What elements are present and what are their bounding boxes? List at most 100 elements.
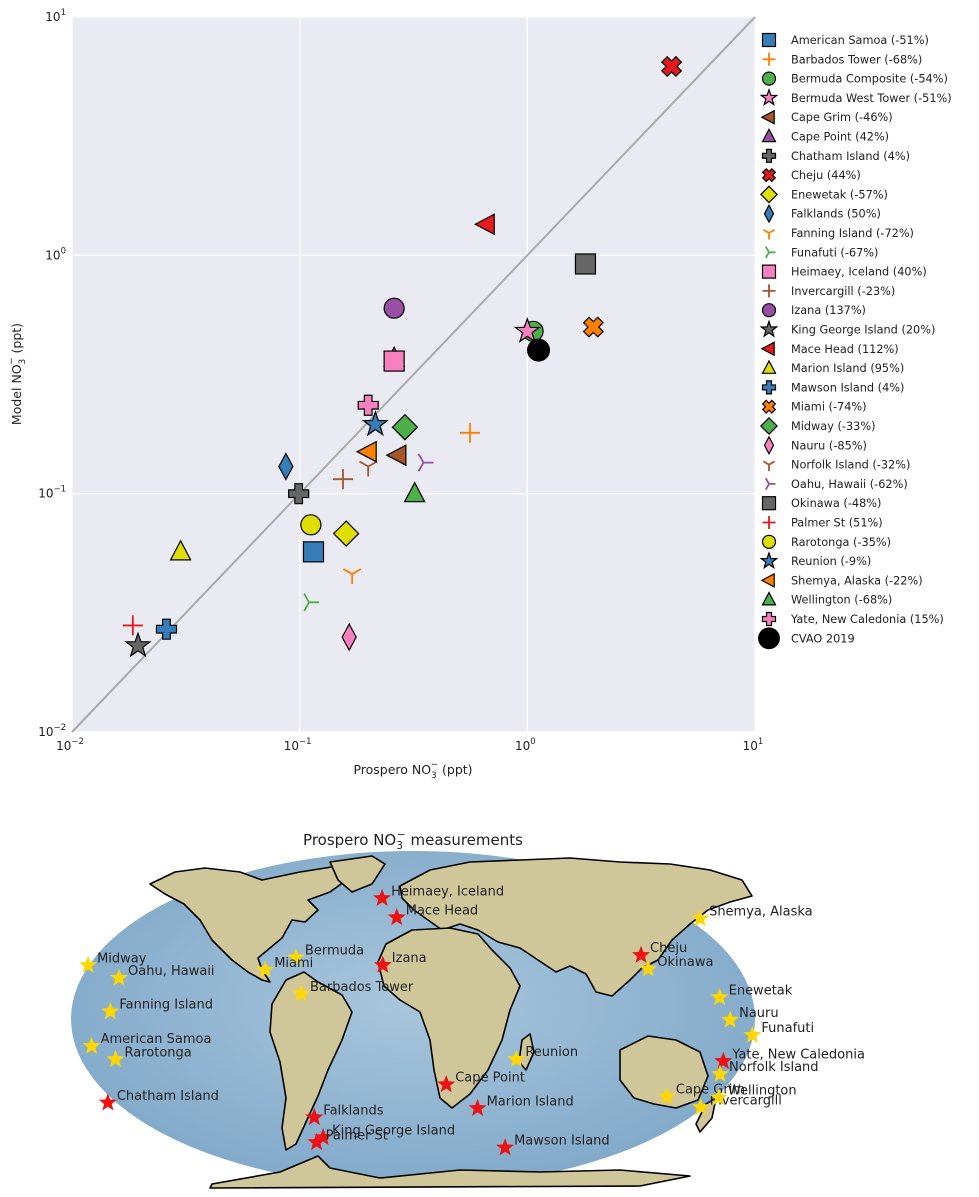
legend-label: Bermuda West Tower (-51%) <box>791 92 952 105</box>
site-label-miami: Miami <box>274 956 313 971</box>
point-falklands-50 <box>278 452 294 481</box>
legend-label: Marion Island (95%) <box>791 362 904 375</box>
legend-marker-yate-new-caledonia-15 <box>761 611 777 627</box>
legend-marker-cape-grim-46 <box>760 109 775 125</box>
site-marker-funafuti <box>743 1025 762 1043</box>
site-marker-cheju <box>632 945 651 963</box>
site-label-nauru: Nauru <box>739 1006 779 1021</box>
legend-marker-palmer-st-51 <box>762 516 776 529</box>
site-marker-wellington <box>709 1088 728 1106</box>
point-cvao-2019 <box>527 338 551 362</box>
x-tick-label: 101 <box>743 737 764 753</box>
legend-marker-mawson-island-4 <box>761 380 777 395</box>
site-marker-heimaey-iceland <box>373 888 392 906</box>
map-title: Prospero NO3− measurements <box>303 829 523 852</box>
site-label-king-george-island: King George Island <box>332 1123 455 1138</box>
legend-marker-miami-74 <box>761 399 777 414</box>
point-midway-33 <box>391 413 419 441</box>
point-chatham-island-4 <box>288 483 310 505</box>
africa-shape <box>377 927 521 1109</box>
site-marker-nauru <box>721 1010 740 1028</box>
site-marker-mawson-island <box>496 1138 515 1156</box>
legend-marker-american-samoa-51 <box>761 32 777 48</box>
legend-marker-enewetak-57 <box>760 185 778 204</box>
point-rarotonga-35 <box>300 514 322 536</box>
site-label-fanning-island: Fanning Island <box>119 998 213 1013</box>
legend-marker-heimaey-iceland-40 <box>761 264 777 279</box>
legend-marker-oahu-hawaii-62 <box>764 477 776 491</box>
legend-label: Norfolk Island (-32%) <box>791 459 910 472</box>
site-label-yate-new-caledonia: Yate, New Caledonia <box>731 1047 865 1062</box>
site-marker-fanning-island <box>101 1002 120 1020</box>
site-marker-shemya-alaska <box>691 909 710 927</box>
point-wellington-68 <box>403 481 426 503</box>
map-panel: Prospero NO3− measurements Shemya, Alask… <box>71 829 865 1189</box>
site-marker-izana <box>373 955 392 973</box>
site-marker-falklands <box>305 1107 324 1126</box>
legend-label: CVAO 2019 <box>791 632 855 645</box>
legend-marker-cape-point-42 <box>761 128 777 143</box>
site-label-barbados-tower: Barbados Tower <box>310 980 414 995</box>
site-marker-palmer-st <box>307 1132 326 1151</box>
point-fanning-island-72 <box>342 568 362 585</box>
legend-marker-reunion-9 <box>759 551 779 570</box>
point-norfolk-island-32 <box>359 460 378 477</box>
point-mace-head-112 <box>473 213 495 236</box>
point-okinawa-48 <box>574 253 597 275</box>
legend-label: Cheju (44%) <box>791 169 861 182</box>
legend-marker-funafuti-67 <box>764 246 776 259</box>
new-zealand-shape <box>695 1097 717 1133</box>
legend-marker-cheju-44 <box>761 167 777 183</box>
site-label-heimaey-iceland: Heimaey, Iceland <box>391 884 504 899</box>
point-cape-grim-46 <box>385 444 407 467</box>
legend-label: Barbados Tower (-68%) <box>791 53 922 66</box>
legend-label: Palmer St (51%) <box>791 517 883 530</box>
site-label-marion-island: Marion Island <box>487 1094 574 1109</box>
legend-label: Reunion (-9%) <box>791 555 871 568</box>
site-label-mace-head: Mace Head <box>406 904 478 919</box>
legend-label: Yate, New Caledonia (15%) <box>790 613 944 626</box>
data-points <box>122 55 683 658</box>
site-label-okinawa: Okinawa <box>657 955 713 970</box>
south-america-shape <box>269 971 353 1151</box>
site-marker-yate-new-caledonia <box>714 1051 733 1069</box>
legend-label: Miami (-74%) <box>791 401 867 414</box>
point-king-george-island-20 <box>124 631 152 658</box>
legend-marker-midway-33 <box>760 417 778 435</box>
site-marker-reunion <box>507 1049 526 1067</box>
site-label-mawson-island: Mawson Island <box>514 1134 610 1149</box>
site-marker-cape-grim <box>657 1087 676 1105</box>
point-oahu-hawaii-62 <box>417 453 434 472</box>
point-funafuti-67 <box>303 593 320 612</box>
y-tick-labels: 10−2 10−1 100 101 <box>38 8 66 739</box>
site-marker-oahu-hawaii <box>110 968 129 986</box>
site-marker-barbados-tower <box>292 984 311 1002</box>
y-tick-label: 100 <box>45 246 66 262</box>
legend-label: Shemya, Alaska (-22%) <box>791 574 923 587</box>
legend-label: Funafuti (-67%) <box>791 246 878 259</box>
legend-label: Rarotonga (-35%) <box>791 536 891 549</box>
australia-shape <box>619 1035 709 1109</box>
legend-label: Chatham Island (4%) <box>791 150 910 163</box>
legend-marker-cvao-2019 <box>758 627 780 650</box>
world-map <box>71 851 755 1189</box>
point-reunion-9 <box>361 410 389 437</box>
y-tick-label: 10−1 <box>38 485 66 501</box>
site-label-izana: Izana <box>392 951 427 966</box>
scatter-panel: 10−2 10−1 100 101 10−2 10−1 100 101 Prospero N… <box>7 8 952 781</box>
site-marker-chatham-island <box>98 1093 117 1111</box>
site-label-norfolk-island: Norfolk Island <box>729 1060 819 1075</box>
y-tick-label: 10−2 <box>38 723 66 739</box>
site-marker-king-george-island <box>314 1127 333 1146</box>
point-cheju-44 <box>660 55 683 78</box>
point-nauru-85 <box>341 622 357 652</box>
site-marker-enewetak <box>710 988 729 1006</box>
site-label-falklands: Falklands <box>323 1103 383 1118</box>
site-label-enewetak: Enewetak <box>729 983 793 998</box>
legend-label: Enewetak (-57%) <box>791 188 888 201</box>
legend-marker-nauru-85 <box>763 435 775 456</box>
legend-label: Midway (-33%) <box>791 420 876 433</box>
point-enewetak-57 <box>332 520 360 547</box>
site-marker-rarotonga <box>106 1049 125 1068</box>
